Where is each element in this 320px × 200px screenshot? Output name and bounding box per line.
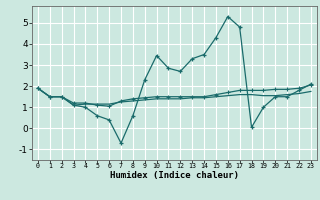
X-axis label: Humidex (Indice chaleur): Humidex (Indice chaleur) [110,171,239,180]
